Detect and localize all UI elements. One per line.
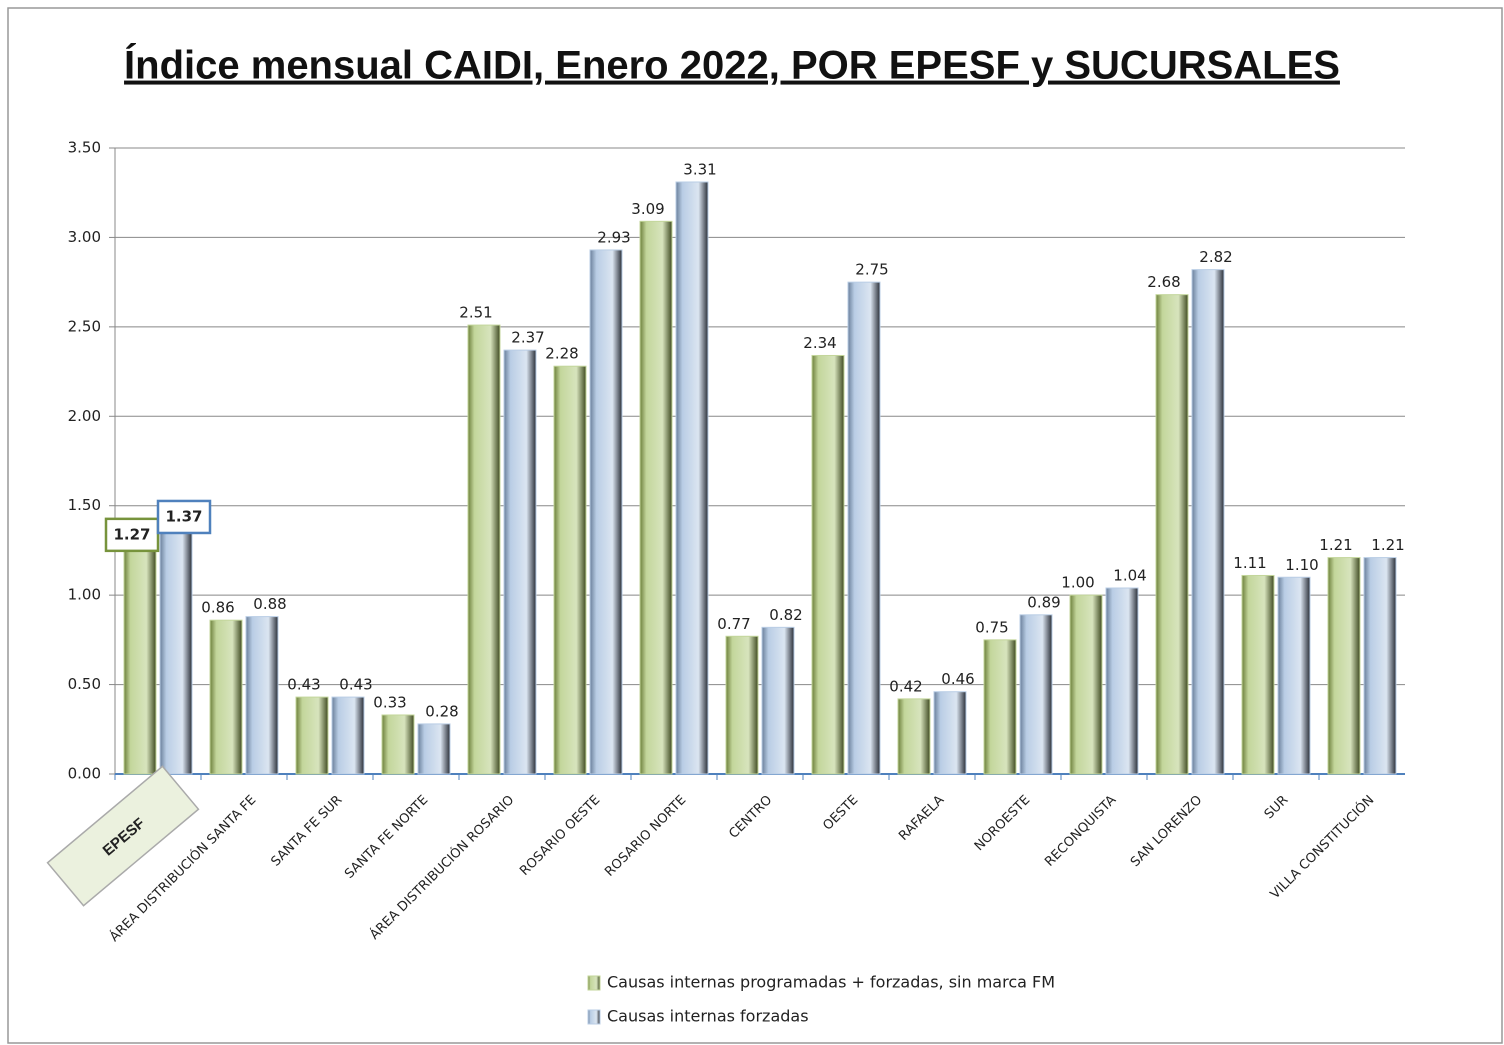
y-tick-label: 2.00: [68, 407, 101, 425]
value-label: 0.89: [1027, 593, 1060, 611]
bar: [1155, 294, 1189, 775]
y-tick-label: 0.50: [68, 675, 101, 693]
legend-swatch: [587, 1009, 601, 1025]
x-tick-label: RAFAELA: [896, 793, 947, 844]
bar: [761, 626, 795, 775]
bar: [1241, 574, 1275, 775]
value-label: 1.21: [1319, 536, 1352, 554]
bar: [123, 546, 157, 775]
legend-label: Causas internas forzadas: [607, 1007, 809, 1026]
bar: [933, 691, 967, 775]
y-tick-label: 2.50: [68, 317, 101, 335]
y-tick-label: 1.00: [68, 586, 101, 604]
bar: [295, 696, 329, 775]
value-label: 0.43: [287, 676, 320, 694]
value-label: 1.27: [113, 525, 150, 543]
bar: [983, 639, 1017, 775]
bar: [675, 181, 709, 775]
value-label: 0.86: [201, 599, 234, 617]
bar: [331, 696, 365, 775]
value-label: 2.28: [545, 345, 578, 363]
bar: [847, 281, 881, 775]
bar: [1019, 614, 1053, 775]
value-label: 0.42: [889, 677, 922, 695]
value-label: 1.11: [1233, 554, 1266, 572]
x-tick-label: CENTRO: [726, 793, 775, 842]
x-tick-label: ÁREA DISTRIBUCIÓN ROSARIO: [367, 792, 518, 943]
value-label: 0.33: [373, 693, 406, 711]
value-label: 2.34: [803, 334, 836, 352]
value-label: 0.43: [339, 676, 372, 694]
bar: [1105, 587, 1139, 775]
value-label: 1.37: [165, 507, 202, 525]
value-label-box: [104, 517, 160, 553]
value-label: 2.82: [1199, 248, 1232, 266]
y-tick-label: 1.50: [68, 496, 101, 514]
value-label-box: [156, 499, 212, 535]
bar: [245, 616, 279, 775]
value-label: 2.68: [1147, 273, 1180, 291]
x-tick-label: SAN LORENZO: [1128, 793, 1205, 870]
x-tick-label: ROSARIO NORTE: [602, 793, 689, 880]
bar: [897, 698, 931, 775]
bar: [381, 714, 415, 775]
legend-label: Causas internas programadas + forzadas, …: [607, 973, 1055, 992]
value-label: 2.51: [459, 304, 492, 322]
bar: [467, 324, 501, 775]
value-label: 1.04: [1113, 566, 1146, 584]
bar: [1327, 557, 1361, 775]
bar: [159, 528, 193, 775]
value-label: 2.93: [597, 228, 630, 246]
x-tick-label: ROSARIO OESTE: [517, 793, 603, 879]
value-label: 3.31: [683, 160, 716, 178]
value-label: 2.75: [855, 261, 888, 279]
bar: [417, 723, 451, 775]
x-tick-label: NOROESTE: [972, 793, 1033, 854]
chart-title: Índice mensual CAIDI, Enero 2022, POR EP…: [124, 43, 1340, 88]
y-tick-label: 3.00: [68, 228, 101, 246]
value-label: 3.09: [631, 200, 664, 218]
value-label: 1.10: [1285, 556, 1318, 574]
x-tick-label: SANTA FE NORTE: [342, 793, 431, 882]
value-label: 2.37: [511, 329, 544, 347]
legend-swatch: [587, 975, 601, 991]
bar: [811, 354, 845, 775]
x-tick-label: RECONQUISTA: [1042, 793, 1119, 870]
bar: [589, 249, 623, 775]
value-label: 0.46: [941, 670, 974, 688]
bar: [1069, 594, 1103, 775]
y-tick-label: 3.50: [68, 139, 101, 157]
bar: [1277, 576, 1311, 775]
category-box: EPESF: [46, 765, 200, 907]
bar: [209, 619, 243, 775]
bar: [725, 635, 759, 775]
x-tick-label: SUR: [1262, 793, 1292, 823]
bar: [1363, 557, 1397, 775]
bar: [639, 220, 673, 775]
value-label: 1.00: [1061, 574, 1094, 592]
value-label: 0.77: [717, 615, 750, 633]
value-label: 0.75: [975, 618, 1008, 636]
bar: [503, 349, 537, 775]
value-label: 1.21: [1371, 536, 1404, 554]
category-box-bg: [46, 765, 200, 907]
value-label: 0.88: [253, 595, 286, 613]
frame: [7, 7, 1503, 1044]
y-tick-label: 0.00: [68, 765, 101, 783]
value-label: 0.82: [769, 606, 802, 624]
bar: [1191, 269, 1225, 775]
value-label: 0.28: [425, 702, 458, 720]
x-tick-label: SANTA FE SUR: [268, 793, 345, 870]
x-tick-label: OESTE: [820, 793, 861, 834]
bar: [553, 365, 587, 775]
